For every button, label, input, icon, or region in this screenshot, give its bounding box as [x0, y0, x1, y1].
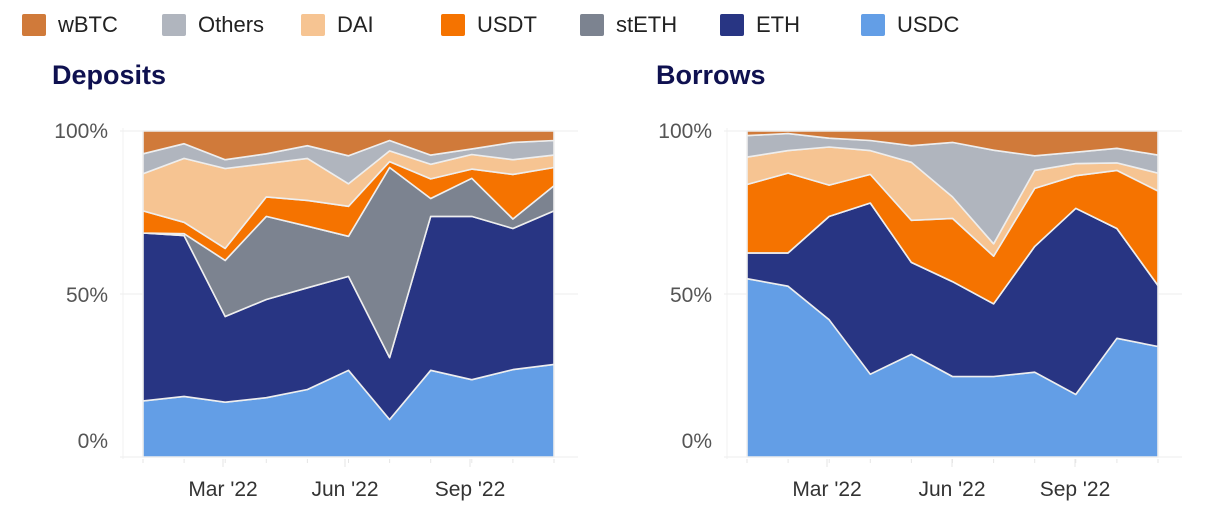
legend-label: ETH [756, 12, 800, 37]
deposits-chart: Mar '22 Jun '22 Sep '22 0% 50% 100% [54, 120, 578, 501]
area-wbtc [746, 130, 1159, 157]
legend-label: Others [198, 12, 265, 37]
legend-swatch [162, 14, 186, 36]
y-tick-label: 0% [78, 430, 108, 453]
x-tick-label: Mar '22 [792, 478, 861, 501]
x-tick-label: Mar '22 [188, 478, 257, 501]
legend-item-usdc[interactable]: USDC [861, 10, 959, 40]
legend-label: DAI [337, 12, 374, 37]
y-tick-label: 50% [670, 284, 712, 307]
legend-item-dai[interactable]: DAI [301, 10, 374, 40]
deposits-title: Deposits [52, 60, 167, 90]
y-tick-label: 50% [66, 284, 108, 307]
x-tick-label: Sep '22 [1040, 478, 1111, 501]
legend-swatch [22, 14, 46, 36]
legend-swatch [720, 14, 744, 36]
legend-swatch [301, 14, 325, 36]
legend-item-steth[interactable]: stETH [580, 10, 677, 40]
legend-item-eth[interactable]: ETH [720, 10, 800, 40]
borrows-title: Borrows [656, 60, 766, 90]
legend-item-wbtc[interactable]: wBTC [22, 10, 118, 40]
area-wbtc [142, 130, 555, 161]
borrows-chart: Mar '22 Jun '22 Sep '22 0% 50% 100% [658, 120, 1182, 501]
legend-label: USDC [897, 12, 960, 37]
y-tick-label: 100% [54, 120, 108, 143]
x-tick-label: Jun '22 [311, 478, 378, 501]
legend-label: USDT [477, 12, 537, 37]
x-tick-label: Jun '22 [918, 478, 985, 501]
x-tick-label: Sep '22 [435, 478, 506, 501]
y-tick-label: 0% [682, 430, 712, 453]
legend-label: stETH [616, 12, 678, 37]
legend-swatch [580, 14, 604, 36]
y-tick-label: 100% [658, 120, 712, 143]
legend-item-others[interactable]: Others [162, 10, 264, 40]
legend-swatch [861, 14, 885, 36]
legend-label: wBTC [58, 12, 118, 37]
legend-item-usdt[interactable]: USDT [441, 10, 537, 40]
legend-swatch [441, 14, 465, 36]
